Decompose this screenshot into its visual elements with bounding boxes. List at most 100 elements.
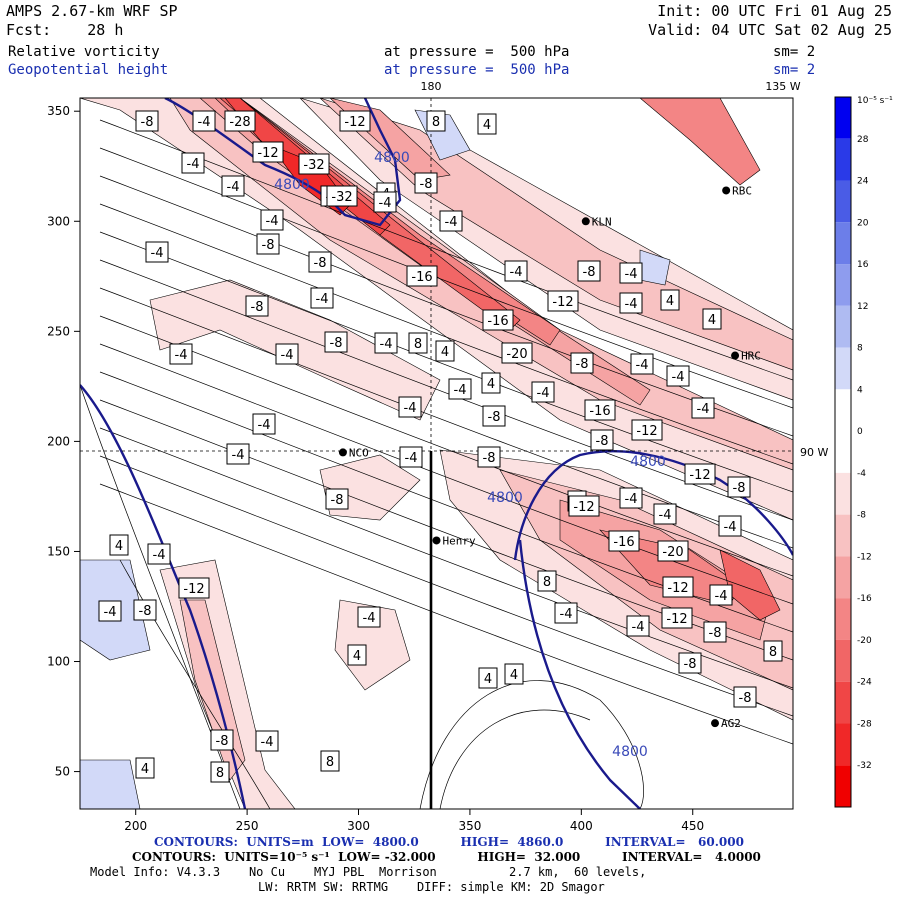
contour-label-box: -16 — [482, 309, 514, 331]
contour-label-box: 4 — [478, 667, 498, 689]
contour-label-box: 8 — [426, 110, 446, 132]
contour-label-frame — [662, 576, 694, 598]
contour-label-text: -28 — [229, 115, 250, 130]
height-contour-label-4: 4800 — [612, 744, 648, 760]
contour-label-box: -20 — [501, 342, 533, 364]
x-tick-label-200: 200 — [124, 819, 147, 833]
contour-label-frame — [181, 152, 205, 174]
contour-label-text: -12 — [689, 468, 710, 483]
contour-label-box: -4 — [260, 209, 284, 231]
contour-label-frame — [631, 419, 663, 441]
contour-label-text: -12 — [552, 295, 573, 310]
vorticity-contour-line-12 — [99, 455, 793, 717]
contour-label-frame — [626, 615, 650, 637]
contour-label-frame — [357, 606, 381, 628]
station-marker-henry — [432, 536, 441, 545]
y-tick-label-200: 200 — [47, 434, 70, 448]
station-marker-rbc — [722, 186, 731, 195]
footer-model-info: Model Info: V4.3.3 No Cu MYJ PBL Morriso… — [90, 865, 647, 879]
colorbar-swatch-14 — [835, 681, 851, 724]
contour-label-frame — [98, 600, 122, 622]
contour-label-frame — [210, 761, 230, 783]
contour-label-box: -4 — [310, 287, 334, 309]
contour-label-frame — [221, 175, 245, 197]
contour-label-frame — [733, 686, 757, 708]
forecast-hour: Fcst: 28 h — [6, 21, 124, 39]
contour-label-text: -4 — [258, 418, 271, 433]
contour-label-box: -4 — [718, 515, 742, 537]
contour-label-frame — [135, 757, 155, 779]
parallel-label: 90 W — [800, 446, 828, 459]
contour-label-box: -12 — [568, 495, 600, 517]
contour-label-box: -8 — [133, 599, 157, 621]
colorbar-level-24: 24 — [857, 177, 869, 187]
field2-level: at pressure = 500 hPa — [384, 62, 570, 78]
contour-label-frame — [703, 621, 727, 643]
contour-label-frame — [590, 429, 614, 451]
contour-label-text: 4 — [484, 672, 492, 687]
footer-height-contours: CONTOURS: UNITS=m LOW= 4800.0 HIGH= 4860… — [154, 835, 744, 849]
station-marker-kln — [581, 217, 590, 226]
contour-label-text: -4 — [104, 605, 117, 620]
colorbar-swatch-3 — [835, 222, 851, 265]
contour-label-text: -8 — [420, 177, 433, 192]
colorbar-level--24: -24 — [857, 678, 872, 688]
colorbar-level--28: -28 — [857, 719, 872, 729]
field1-name: Relative vorticity — [8, 44, 160, 60]
contour-label-frame — [678, 652, 702, 674]
contour-label-box: -12 — [252, 141, 284, 163]
contour-label-box: -8 — [703, 621, 727, 643]
contour-label-box: -4 — [275, 343, 299, 365]
contour-label-frame — [504, 260, 528, 282]
contour-label-box: -8 — [135, 110, 159, 132]
vorticity-contour-extra-3 — [439, 709, 591, 809]
contour-label-box: 4 — [702, 308, 722, 330]
colorbar: 10⁻⁵ s⁻¹ 28 24 20 16 12 8 4 0 -4 -8 -12 -16 -20 -24 -28… — [834, 96, 893, 808]
contour-label-frame — [727, 476, 751, 498]
contour-label-text: 4 — [115, 539, 123, 554]
height-contours: 4800 4800 4800 4800 4800 — [80, 98, 793, 809]
contour-label-box: -4 — [181, 152, 205, 174]
vorticity-band-5 — [334, 599, 411, 691]
contour-label-frame — [324, 331, 348, 353]
contour-label-box: 8 — [763, 640, 783, 662]
contour-label-frame — [298, 153, 330, 175]
colorbar-swatch-16 — [835, 765, 851, 807]
station-label-ag2: AG2 — [721, 717, 741, 730]
contour-label-frame — [192, 110, 216, 132]
contour-label-frame — [325, 488, 349, 510]
contour-label-box: 4 — [481, 372, 501, 394]
colorbar-level-16: 16 — [857, 260, 869, 270]
vorticity-contour-line-2 — [99, 175, 793, 437]
contour-label-box: -8 — [570, 352, 594, 374]
colorbar-swatch-13 — [835, 639, 851, 682]
contour-label-text: -4 — [175, 348, 188, 363]
footer-physics-info: LW: RRTM SW: RRTMG DIFF: simple KM: 2D S… — [258, 880, 605, 894]
contour-label-frame — [252, 141, 284, 163]
contour-label-text: -8 — [216, 734, 229, 749]
contour-label-text: -12 — [344, 115, 365, 130]
contour-label-box: 8 — [537, 570, 557, 592]
contour-label-box: 8 — [408, 332, 428, 354]
contour-label-frame — [255, 730, 279, 752]
valid-time: Valid: 04 UTC Sat 02 Aug 25 — [648, 21, 892, 39]
station-marker-nco — [338, 448, 347, 457]
contour-label-frame — [260, 209, 284, 231]
contour-label-frame — [406, 265, 438, 287]
contour-label-text: -12 — [667, 581, 688, 596]
station-label-hrc: HRC — [741, 350, 761, 363]
contour-label-frame — [666, 365, 690, 387]
contour-label-box: -4 — [439, 210, 463, 232]
station-label-nco: NCO — [349, 446, 369, 459]
colorbar-swatch-2 — [835, 180, 851, 223]
height-contour-4800-2 — [513, 450, 793, 561]
contour-label-text: -8 — [262, 238, 275, 253]
contour-label-frame — [256, 233, 280, 255]
contour-label-frame — [448, 378, 472, 400]
contour-label-frame — [252, 413, 276, 435]
contour-label-box: -12 — [662, 576, 694, 598]
x-tick-label-250: 250 — [236, 819, 259, 833]
colorbar-swatch-8 — [835, 431, 851, 473]
contour-label-frame — [478, 667, 498, 689]
contour-label-box: 4 — [347, 644, 367, 666]
